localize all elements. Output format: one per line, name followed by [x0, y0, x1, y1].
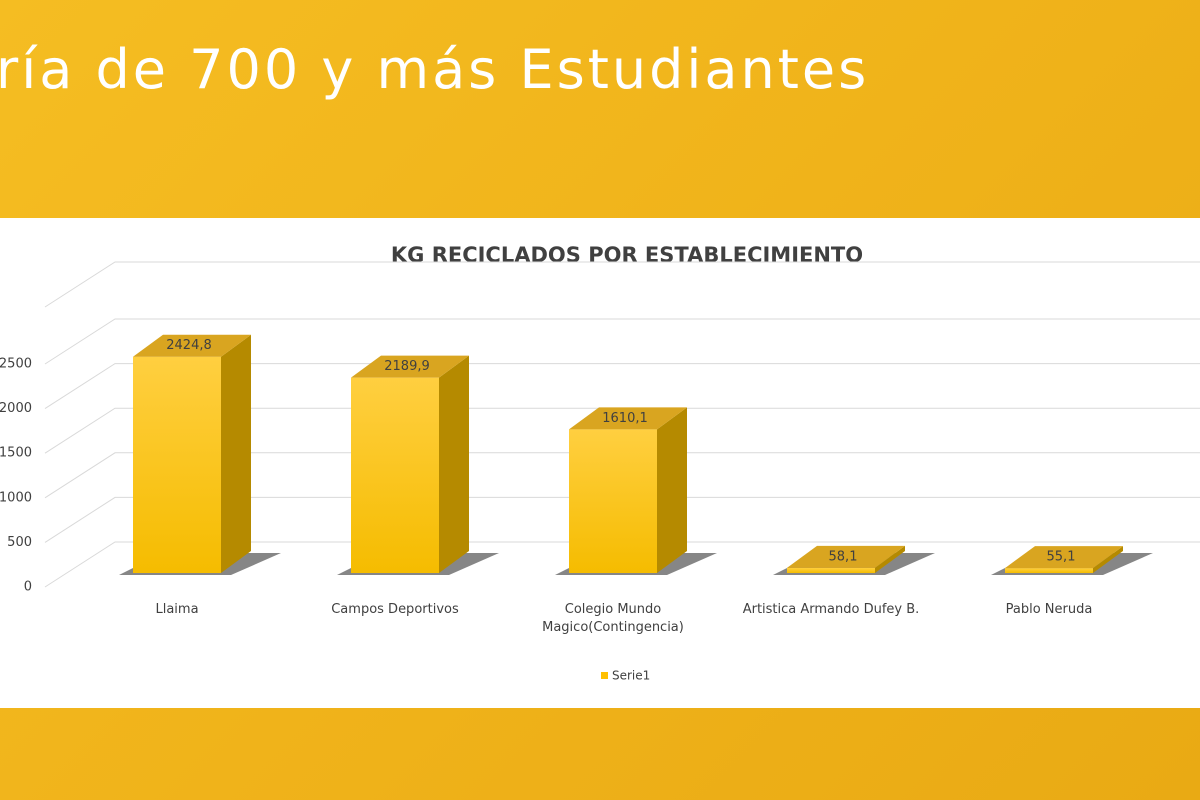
grid-line: [44, 541, 1200, 588]
value-label: 2424,8: [166, 338, 212, 353]
bar-top: [133, 334, 251, 357]
grid-line: [44, 407, 1200, 454]
y-tick-label: 2000: [0, 401, 32, 416]
bar: [569, 429, 657, 573]
x-tick-label: Colegio Mundo Magico(Contingencia): [542, 602, 684, 635]
chart-title: KG RECICLADOS POR ESTABLECIMIENTO: [391, 243, 863, 267]
y-tick-label: 2500: [0, 357, 32, 372]
grid-line: [44, 452, 1200, 499]
bar-top: [787, 545, 905, 568]
plot-frame: [44, 261, 1200, 308]
x-tick-label-box: Llaima: [155, 602, 199, 617]
x-tick-label: Campos Deportivos: [331, 602, 459, 617]
x-tick-label: Llaima: [155, 602, 199, 617]
y-tick-label: 1500: [0, 446, 32, 461]
bar-side: [657, 407, 687, 573]
chart: KG RECICLADOS POR ESTABLECIMIENTO 0 500 10…: [0, 243, 1200, 683]
bar: [351, 377, 439, 573]
value-label: 1610,1: [602, 411, 648, 426]
y-tick-label: 0: [24, 580, 32, 595]
value-label: 2189,9: [384, 359, 430, 374]
bar-top: [351, 355, 469, 378]
x-tick-label-box: Artistica Armando Dufey B.: [742, 602, 920, 617]
y-tick-label: 1000: [0, 490, 32, 505]
bar-side: [1093, 546, 1123, 573]
value-label: 55,1: [1047, 550, 1076, 565]
bar-side: [439, 355, 469, 573]
bar: [133, 356, 221, 573]
bar-side: [875, 545, 905, 573]
legend-label: Serie1: [612, 669, 650, 683]
chart-panel: KG RECICLADOS POR ESTABLECIMIENTO 0 500 10…: [0, 218, 1200, 708]
bar-side: [221, 334, 251, 573]
value-label: 58,1: [829, 549, 858, 564]
header-title: ría de 700 y más Estudiantes: [0, 38, 870, 101]
x-tick-label: Pablo Neruda: [1005, 602, 1093, 617]
x-tick-label-box: Colegio Mundo Magico(Contingencia): [542, 602, 684, 635]
bar-top: [569, 407, 687, 430]
grid-line: [44, 318, 1200, 365]
bar: [1005, 568, 1093, 573]
bar-top: [1005, 546, 1123, 569]
x-tick-label-box: Pablo Neruda: [1005, 602, 1093, 617]
y-tick-label: 500: [7, 535, 32, 550]
x-tick-label: Artistica Armando Dufey B.: [742, 602, 920, 617]
bar: [787, 567, 875, 573]
x-tick-label-box: Campos Deportivos: [331, 602, 459, 617]
grid-line: [44, 363, 1200, 410]
grid-line: [44, 496, 1200, 543]
legend-swatch: [601, 672, 608, 679]
